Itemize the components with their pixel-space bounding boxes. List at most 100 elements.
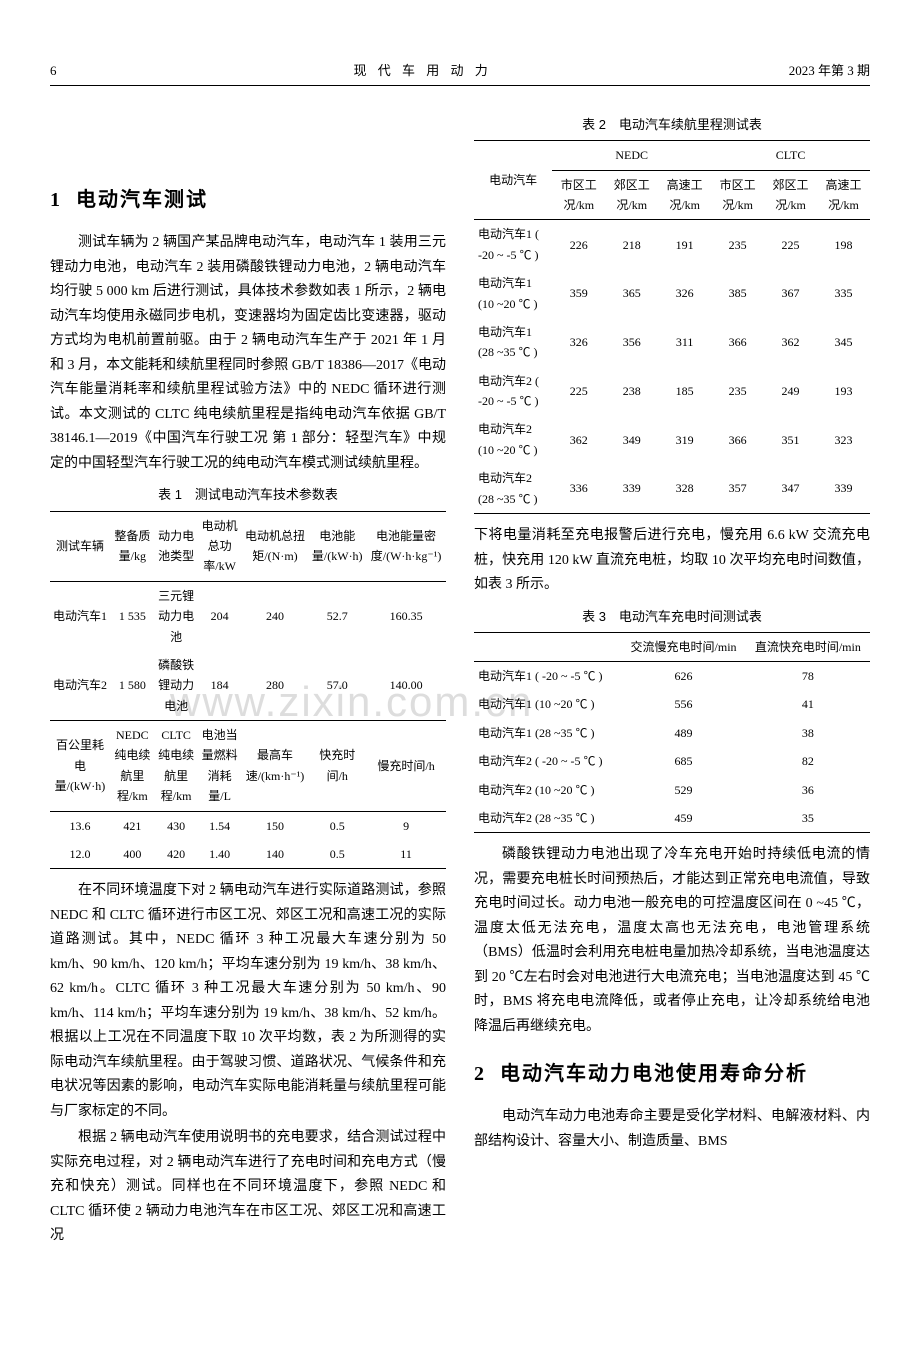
- td: 235: [711, 367, 764, 416]
- td: 385: [711, 269, 764, 318]
- section1-para2: 在不同环境温度下对 2 辆电动汽车进行实际道路测试，参照 NEDC 和 CLTC…: [50, 879, 446, 1124]
- td: 356: [605, 318, 658, 367]
- td: 140.00: [366, 651, 446, 721]
- td: 345: [817, 318, 870, 367]
- td: 38: [746, 719, 870, 747]
- th: 高速工况/km: [658, 170, 711, 220]
- td: 电动汽车2 (28 ~35 ℃ ): [474, 464, 552, 513]
- page-number: 6: [50, 60, 57, 82]
- td: 150: [242, 811, 309, 840]
- td: 电动汽车2 (10 ~20 ℃ ): [474, 776, 621, 804]
- td: 319: [658, 415, 711, 464]
- td: 529: [621, 776, 745, 804]
- th: 电池能量/(kW·h): [308, 511, 366, 581]
- left-column: www.zixin.com.cn 1电动汽车测试 测试车辆为 2 辆国产某品牌电…: [50, 106, 446, 1251]
- td: 57.0: [308, 651, 366, 721]
- journal-title: 现 代 车 用 动 力: [353, 60, 491, 82]
- table2-caption: 表 2 电动汽车续航里程测试表: [474, 114, 870, 136]
- td: 323: [817, 415, 870, 464]
- table1-partA: 测试车辆 整备质量/kg 动力电池类型 电动机总功率/kW 电动机总扭矩/(N·…: [50, 511, 446, 870]
- right-para2: 磷酸铁锂动力电池出现了冷车充电开始时持续低电流的情况，需要充电桩长时间预热后，才…: [474, 843, 870, 1039]
- td: 357: [711, 464, 764, 513]
- td: 三元锂动力电池: [155, 581, 198, 651]
- td: 238: [605, 367, 658, 416]
- td: 359: [552, 269, 605, 318]
- td: 41: [746, 690, 870, 718]
- th: 交流慢充电时间/min: [621, 632, 745, 661]
- table-row: 测试车辆 整备质量/kg 动力电池类型 电动机总功率/kW 电动机总扭矩/(N·…: [50, 511, 446, 581]
- th: 动力电池类型: [155, 511, 198, 581]
- table-row: 电动汽车2 (10 ~20 ℃ )52936: [474, 776, 870, 804]
- th: 电池能量密度/(W·h·kg⁻¹): [366, 511, 446, 581]
- section-2-heading: 2 电动汽车动力电池使用寿命分析: [474, 1057, 870, 1091]
- td: 339: [605, 464, 658, 513]
- section2-para1: 电动汽车动力电池寿命主要是受化学材料、电解液材料、内部结构设计、容量大小、制造质…: [474, 1105, 870, 1154]
- td: 326: [658, 269, 711, 318]
- td: 347: [764, 464, 817, 513]
- section-1-heading: 1 电动汽车测试: [50, 183, 446, 217]
- td: 240: [242, 581, 309, 651]
- td: 400: [110, 840, 155, 869]
- td: 磷酸铁锂动力电池: [155, 651, 198, 721]
- td: 459: [621, 804, 745, 833]
- td: 电动汽车1 (28 ~35 ℃ ): [474, 318, 552, 367]
- right-column: 表 2 电动汽车续航里程测试表 电动汽车 NEDC CLTC 市区工况/km 郊…: [474, 106, 870, 1251]
- table-row: 电动汽车2 ( -20 ~ -5 ℃ )68582: [474, 747, 870, 775]
- td: 电动汽车2 ( -20 ~ -5 ℃ ): [474, 367, 552, 416]
- td: 685: [621, 747, 745, 775]
- table3: 交流慢充电时间/min 直流快充电时间/min 电动汽车1 ( -20 ~ -5…: [474, 632, 870, 834]
- th: 电动机总扭矩/(N·m): [242, 511, 309, 581]
- section-number: 2: [474, 1063, 486, 1085]
- td: 13.6: [50, 811, 110, 840]
- table-row: 电动汽车1 ( -20 ~ -5 ℃ )62678: [474, 662, 870, 691]
- table-row: 电动汽车 NEDC CLTC: [474, 141, 870, 170]
- th: 高速工况/km: [817, 170, 870, 220]
- td: 556: [621, 690, 745, 718]
- td: 366: [711, 415, 764, 464]
- th: 电池当量燃料消耗量/L: [198, 721, 242, 812]
- td: 电动汽车1 ( -20 ~ -5 ℃ ): [474, 220, 552, 269]
- section-number: 1: [50, 189, 62, 211]
- td: 电动汽车2 ( -20 ~ -5 ℃ ): [474, 747, 621, 775]
- td: 0.5: [308, 811, 366, 840]
- td: 电动汽车1 ( -20 ~ -5 ℃ ): [474, 662, 621, 691]
- td: 362: [552, 415, 605, 464]
- td: 218: [605, 220, 658, 269]
- td: 电动汽车1 (10 ~20 ℃ ): [474, 269, 552, 318]
- table-row: 电动汽车1 (10 ~20 ℃ )55641: [474, 690, 870, 718]
- td: 366: [711, 318, 764, 367]
- td: 198: [817, 220, 870, 269]
- td: 225: [764, 220, 817, 269]
- td: 0.5: [308, 840, 366, 869]
- th: CLTC 纯电续航里程/km: [155, 721, 198, 812]
- table-row: 电动汽车1 1 535 三元锂动力电池 204 240 52.7 160.35: [50, 581, 446, 651]
- td: 160.35: [366, 581, 446, 651]
- td: 226: [552, 220, 605, 269]
- table2: 电动汽车 NEDC CLTC 市区工况/km 郊区工况/km 高速工况/km 市…: [474, 140, 870, 514]
- td: 36: [746, 776, 870, 804]
- th: 整备质量/kg: [110, 511, 155, 581]
- table-row: 12.0 400 420 1.40 140 0.5 11: [50, 840, 446, 869]
- th: 市区工况/km: [711, 170, 764, 220]
- table-row: 电动汽车1 (28 ~35 ℃ )326356311366362345: [474, 318, 870, 367]
- th: 电动汽车: [474, 141, 552, 220]
- table-row: 电动汽车1 ( -20 ~ -5 ℃ )226218191235225198: [474, 220, 870, 269]
- th: 快充时间/h: [308, 721, 366, 812]
- td: 326: [552, 318, 605, 367]
- section-title: 电动汽车测试: [76, 189, 208, 211]
- td: 电动汽车1: [50, 581, 110, 651]
- td: 电动汽车1 (10 ~20 ℃ ): [474, 690, 621, 718]
- table-row: 电动汽车2 ( -20 ~ -5 ℃ )225238185235249193: [474, 367, 870, 416]
- table-row: 电动汽车2 (10 ~20 ℃ )362349319366351323: [474, 415, 870, 464]
- section1-para1: 测试车辆为 2 辆国产某品牌电动汽车，电动汽车 1 装用三元锂动力电池，电动汽车…: [50, 231, 446, 476]
- th: 郊区工况/km: [764, 170, 817, 220]
- td: 365: [605, 269, 658, 318]
- section-title: 电动汽车动力电池使用寿命分析: [500, 1063, 808, 1085]
- td: 626: [621, 662, 745, 691]
- th: NEDC: [552, 141, 711, 170]
- td: 电动汽车2 (28 ~35 ℃ ): [474, 804, 621, 833]
- th: 郊区工况/km: [605, 170, 658, 220]
- td: 电动汽车2: [50, 651, 110, 721]
- td: 328: [658, 464, 711, 513]
- td: 12.0: [50, 840, 110, 869]
